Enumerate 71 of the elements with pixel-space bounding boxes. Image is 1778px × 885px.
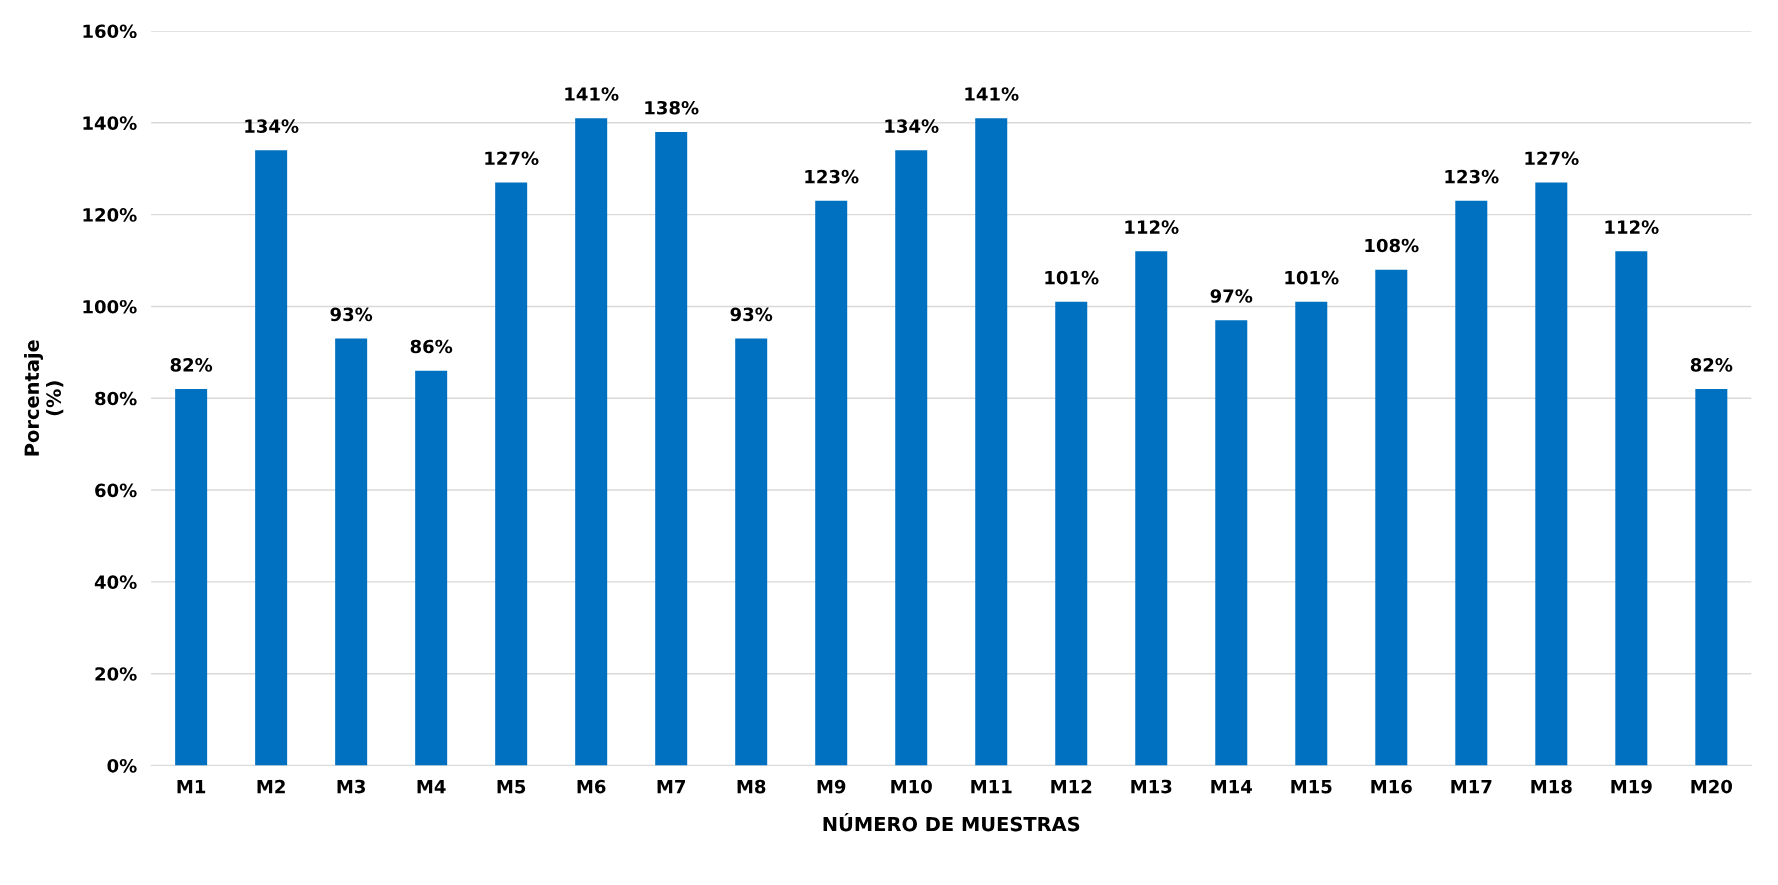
bar — [1695, 389, 1728, 766]
x-tick-label: M3 — [337, 779, 365, 794]
bar — [975, 118, 1008, 766]
bar — [1135, 251, 1168, 766]
data-label: 134% — [885, 119, 939, 133]
bar — [895, 150, 928, 766]
data-label: 141% — [965, 87, 1019, 101]
bar — [575, 118, 608, 766]
bar — [1535, 182, 1568, 766]
bar — [655, 131, 688, 766]
data-label: 108% — [1365, 238, 1419, 253]
data-label: 101% — [1285, 270, 1339, 285]
x-tick-label: M18 — [1531, 779, 1572, 794]
y-tick-label: 160% — [83, 24, 137, 39]
bar — [175, 389, 208, 766]
x-tick-label: M17 — [1451, 779, 1492, 794]
bar — [1615, 251, 1648, 766]
x-tick-label: M9 — [817, 779, 846, 794]
data-label: 101% — [1045, 270, 1099, 285]
bar — [1215, 320, 1248, 766]
x-tick-label: M1 — [177, 779, 206, 794]
x-tick-label: M5 — [497, 779, 526, 794]
bar — [255, 150, 288, 766]
y-tick-label: 60% — [95, 483, 137, 498]
data-label: 86% — [410, 339, 453, 354]
x-tick-label: M11 — [971, 779, 1012, 794]
x-tick-label: M10 — [891, 779, 932, 794]
x-tick-label: M20 — [1691, 779, 1733, 794]
x-tick-label: M15 — [1291, 779, 1332, 794]
data-label: 93% — [730, 307, 773, 322]
data-label: 112% — [1605, 220, 1659, 234]
data-label: 93% — [330, 307, 373, 322]
data-label: 127% — [1525, 151, 1579, 166]
data-label: 138% — [645, 100, 699, 115]
data-label: 97% — [1210, 289, 1253, 303]
y-tick-label: 80% — [95, 391, 137, 406]
data-label: 82% — [1690, 358, 1733, 372]
bar — [415, 370, 448, 766]
x-tick-label: M13 — [1131, 779, 1172, 794]
x-tick-label: M16 — [1371, 779, 1412, 794]
bar — [735, 338, 768, 766]
y-tick-label: 120% — [83, 208, 137, 222]
bar — [1295, 301, 1328, 766]
y-tick-label: 140% — [83, 116, 137, 130]
x-tick-label: M12 — [1051, 779, 1092, 794]
bar — [335, 338, 368, 766]
x-tick-label: M14 — [1211, 779, 1252, 794]
y-tick-label: 0% — [107, 758, 137, 773]
x-tick-label: M8 — [737, 779, 766, 794]
bar — [1375, 269, 1408, 766]
data-label: 141% — [565, 87, 619, 101]
data-label: 127% — [485, 151, 539, 166]
y-tick-label: 100% — [83, 299, 137, 314]
bar — [495, 182, 528, 766]
data-label: 112% — [1125, 220, 1179, 234]
x-tick-label: M19 — [1611, 779, 1652, 794]
data-label: 123% — [805, 169, 859, 184]
bar — [1055, 301, 1088, 766]
data-label: 123% — [1445, 169, 1499, 184]
data-label: 82% — [170, 358, 213, 372]
x-axis-title: NÚMERO DE MUESTRAS — [823, 813, 1080, 832]
x-tick-label: M6 — [577, 779, 606, 794]
y-tick-label: 40% — [94, 575, 137, 589]
y-axis-title: Porcentaje (%) — [24, 340, 64, 456]
data-label: 134% — [245, 119, 299, 133]
bar — [1455, 200, 1488, 766]
x-tick-label: M4 — [417, 779, 446, 794]
x-tick-label: M7 — [657, 779, 686, 794]
x-tick-label: M2 — [257, 779, 285, 794]
y-tick-label: 20% — [95, 667, 137, 681]
bar — [815, 200, 848, 766]
